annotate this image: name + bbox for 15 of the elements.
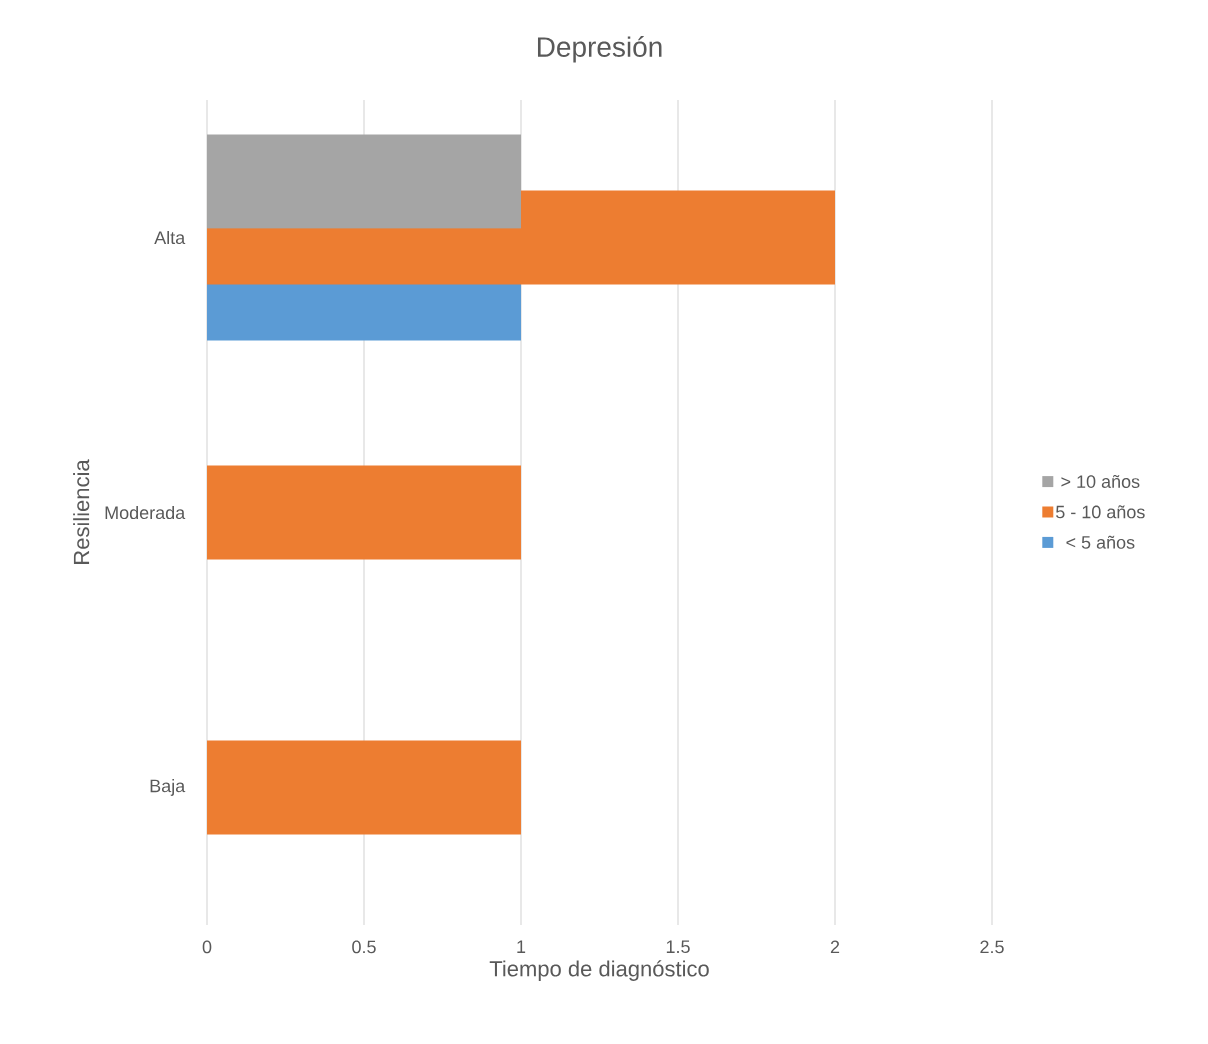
legend-label: < 5 años	[1066, 535, 1135, 549]
x-tick-label: 2.5	[980, 940, 1004, 954]
x-tick-label: 1.5	[666, 940, 690, 954]
y-tick-label: Baja	[150, 779, 186, 796]
x-axis-title: Tiempo de diagnóstico	[489, 960, 709, 981]
x-tick-label: 2	[830, 940, 840, 954]
y-tick-label: Moderada	[105, 505, 186, 520]
x-tick-label: 1	[517, 940, 526, 953]
x-tick-label: 0	[202, 940, 212, 954]
y-tick-label: Alta	[154, 230, 186, 245]
legend-label: > 10 años	[1061, 474, 1140, 488]
legend-label: 5 - 10 años	[1056, 505, 1145, 519]
y-axis-title: Resiliencia	[73, 459, 90, 564]
chart-title: Depresión	[537, 36, 662, 63]
x-tick-label: 0.5	[352, 940, 376, 954]
